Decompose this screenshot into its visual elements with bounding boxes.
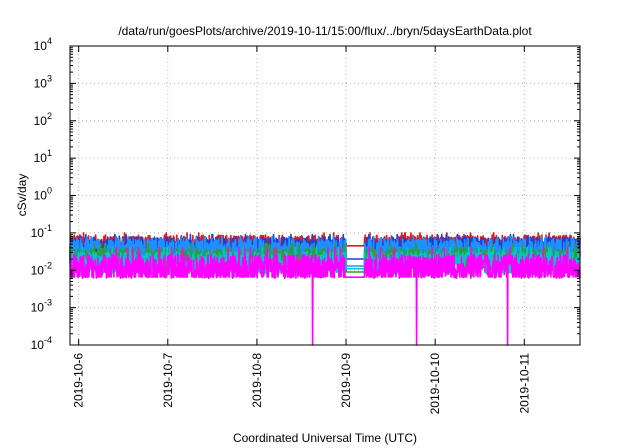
y-tick-label-exponent: -1 bbox=[44, 223, 52, 233]
y-tick-label-exponent: 3 bbox=[47, 73, 52, 83]
y-tick-label: 104 bbox=[34, 36, 52, 53]
y-tick-label-exponent: 4 bbox=[47, 36, 52, 46]
y-axis-label: cSv/day bbox=[15, 174, 29, 217]
y-tick-label-exponent: 2 bbox=[47, 111, 52, 121]
plot-area bbox=[69, 232, 581, 346]
y-tick-label-base: 10 bbox=[31, 263, 45, 277]
x-tick-label: 2019-10-8 bbox=[250, 353, 264, 408]
y-tick-label-base: 10 bbox=[31, 301, 45, 315]
chart-title: /data/run/goesPlots/archive/2019-10-11/1… bbox=[118, 24, 532, 38]
y-tick-label-base: 10 bbox=[34, 76, 48, 90]
y-tick-label-base: 10 bbox=[34, 151, 48, 165]
axes: 10-410-310-210-11001011021031042019-10-6… bbox=[31, 36, 580, 414]
x-tick-label: 2019-10-6 bbox=[72, 353, 86, 408]
y-tick-label: 10-3 bbox=[31, 298, 52, 315]
y-tick-label: 102 bbox=[34, 111, 52, 128]
y-tick-label-exponent: 0 bbox=[47, 186, 52, 196]
y-tick-label-base: 10 bbox=[34, 189, 48, 203]
y-tick-label: 10-2 bbox=[31, 260, 52, 277]
x-axis-label: Coordinated Universal Time (UTC) bbox=[233, 431, 417, 445]
y-tick-label-base: 10 bbox=[31, 338, 45, 352]
y-tick-label-base: 10 bbox=[31, 226, 45, 240]
y-tick-label-exponent: -4 bbox=[44, 335, 52, 345]
y-tick-label: 10-4 bbox=[31, 335, 52, 352]
x-tick-label: 2019-10-7 bbox=[161, 353, 175, 408]
y-tick-label-base: 10 bbox=[34, 114, 48, 128]
y-tick-label-exponent: -2 bbox=[44, 260, 52, 270]
x-tick-label: 2019-10-9 bbox=[339, 353, 353, 408]
y-tick-label-exponent: 1 bbox=[47, 148, 52, 158]
series-line-6 bbox=[69, 246, 581, 346]
y-tick-label: 10-1 bbox=[31, 223, 52, 240]
y-tick-label: 101 bbox=[34, 148, 52, 165]
y-tick-label: 103 bbox=[34, 73, 52, 90]
y-tick-label: 100 bbox=[34, 186, 52, 203]
x-tick-label: 2019-10-11 bbox=[517, 353, 531, 414]
y-tick-label-exponent: -3 bbox=[44, 298, 52, 308]
grid bbox=[70, 46, 580, 345]
y-tick-label-base: 10 bbox=[34, 39, 48, 53]
x-tick-label: 2019-10-10 bbox=[428, 353, 442, 415]
